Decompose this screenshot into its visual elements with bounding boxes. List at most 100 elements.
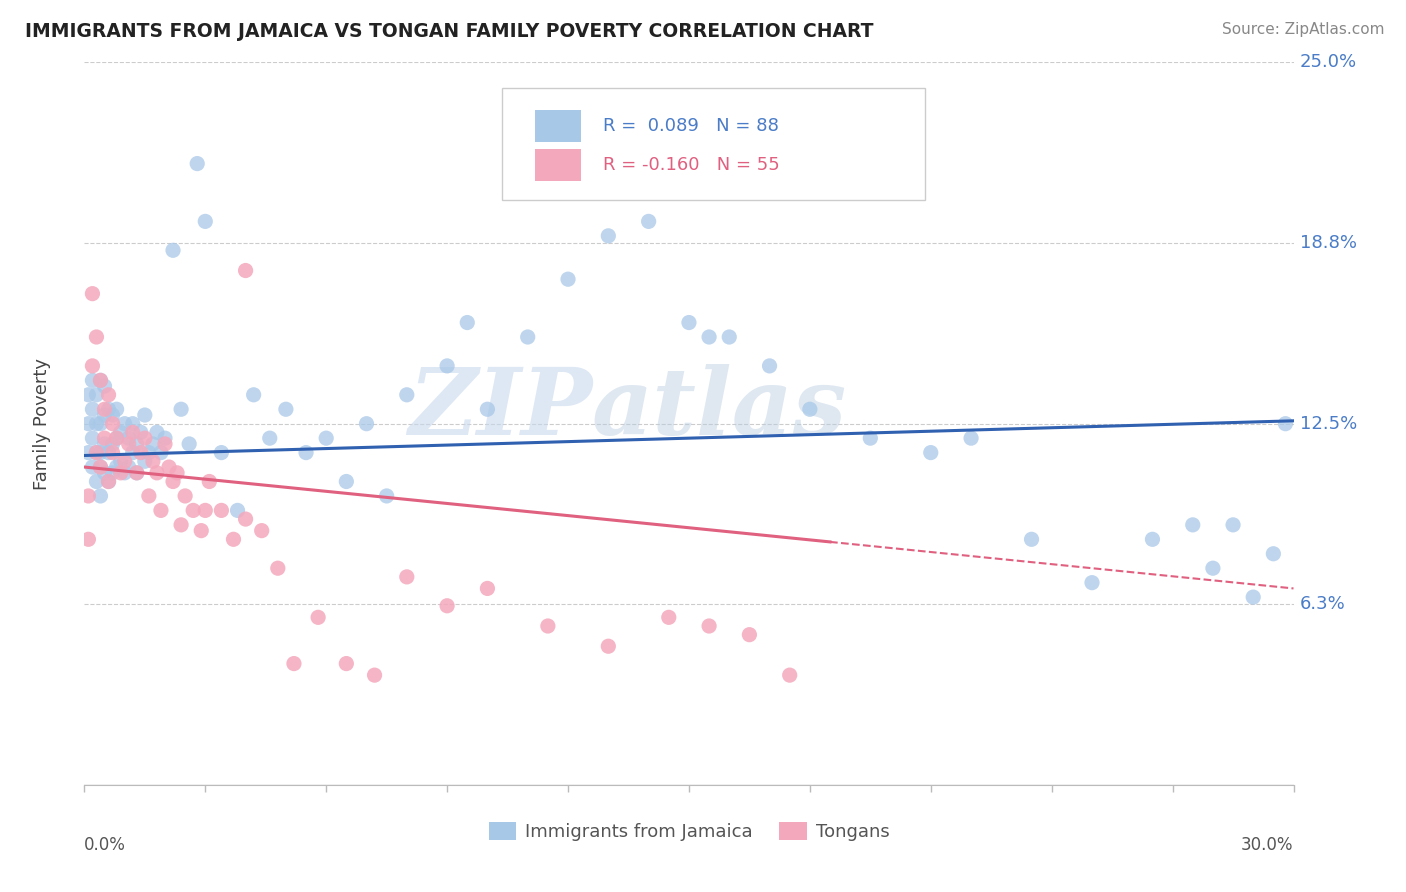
Point [118, 460, 141, 475]
Point [235, 512, 257, 526]
Point [97, 388, 120, 402]
Point [77, 388, 100, 402]
Point [97, 402, 120, 417]
Point [101, 417, 124, 431]
Point [436, 599, 458, 613]
Point [678, 316, 700, 330]
Point [179, 437, 201, 451]
Point [235, 263, 257, 277]
Point [89, 489, 111, 503]
Point [1222, 517, 1244, 532]
Point [134, 408, 156, 422]
Point [477, 402, 499, 417]
Point [77, 445, 100, 459]
Point [395, 388, 418, 402]
Point [209, 445, 232, 459]
Point [170, 517, 193, 532]
Point [363, 668, 385, 682]
Point [295, 445, 318, 459]
Point [125, 437, 148, 451]
Point [259, 431, 281, 445]
Point [960, 431, 983, 445]
Point [77, 417, 100, 431]
Point [738, 628, 761, 642]
Point [557, 272, 579, 286]
Point [93, 402, 115, 417]
Point [395, 570, 418, 584]
Legend: Immigrants from Jamaica, Tongans: Immigrants from Jamaica, Tongans [481, 814, 897, 848]
Text: 12.5%: 12.5% [1299, 415, 1357, 433]
Text: 25.0%: 25.0% [1299, 54, 1357, 71]
Point [335, 475, 357, 489]
Point [86, 445, 108, 459]
Point [101, 437, 124, 451]
Point [170, 402, 193, 417]
Point [110, 454, 132, 468]
Point [86, 445, 108, 459]
Point [356, 417, 378, 431]
Text: IMMIGRANTS FROM JAMAICA VS TONGAN FAMILY POVERTY CORRELATION CHART: IMMIGRANTS FROM JAMAICA VS TONGAN FAMILY… [25, 22, 873, 41]
Point [859, 431, 882, 445]
Point [101, 466, 124, 480]
Point [82, 359, 104, 373]
Point [1241, 590, 1264, 604]
Point [146, 466, 169, 480]
Point [598, 639, 620, 653]
Point [142, 454, 165, 468]
Point [134, 454, 156, 468]
Point [121, 445, 143, 459]
Point [134, 431, 156, 445]
Point [93, 431, 115, 445]
Point [630, 128, 652, 142]
Point [1142, 533, 1164, 547]
Point [93, 408, 115, 422]
Point [101, 408, 124, 422]
Point [162, 244, 184, 258]
Text: R = -0.160   N = 55: R = -0.160 N = 55 [603, 156, 780, 174]
Point [174, 489, 197, 503]
Point [1081, 575, 1104, 590]
Point [138, 489, 160, 503]
Point [267, 561, 290, 575]
Point [114, 417, 136, 431]
Point [121, 417, 143, 431]
Point [93, 466, 115, 480]
FancyBboxPatch shape [502, 87, 925, 200]
Point [598, 228, 620, 243]
Point [101, 445, 124, 459]
Point [190, 524, 212, 538]
Bar [536, 110, 581, 143]
Point [209, 503, 232, 517]
Point [637, 214, 659, 228]
Point [110, 466, 132, 480]
Text: Source: ZipAtlas.com: Source: ZipAtlas.com [1222, 22, 1385, 37]
Text: Family Poverty: Family Poverty [32, 358, 51, 490]
Point [97, 475, 120, 489]
Text: 0.0%: 0.0% [84, 836, 127, 854]
Point [436, 359, 458, 373]
Point [125, 466, 148, 480]
Point [198, 475, 221, 489]
Point [110, 425, 132, 440]
Point [335, 657, 357, 671]
Text: atlas: atlas [592, 364, 848, 454]
Point [86, 330, 108, 344]
Point [157, 460, 180, 475]
Point [194, 503, 217, 517]
Point [121, 425, 143, 440]
Point [186, 156, 208, 170]
Point [456, 316, 478, 330]
Point [97, 445, 120, 459]
Point [93, 379, 115, 393]
Point [222, 533, 245, 547]
Point [105, 460, 128, 475]
Point [86, 388, 108, 402]
Point [105, 402, 128, 417]
Point [89, 417, 111, 431]
Point [658, 610, 681, 624]
Point [105, 431, 128, 445]
Point [89, 460, 111, 475]
Point [86, 475, 108, 489]
Point [274, 402, 297, 417]
Point [697, 619, 720, 633]
